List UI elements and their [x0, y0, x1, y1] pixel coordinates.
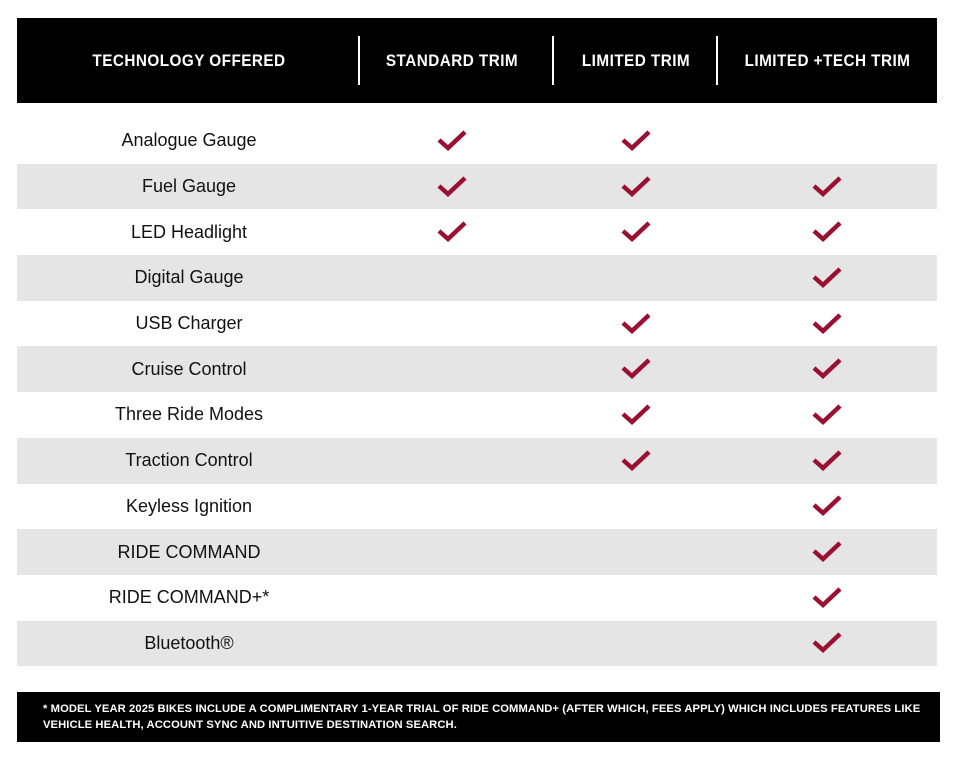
- feature-label: Fuel Gauge: [141, 176, 237, 197]
- checkmark-icon: [621, 312, 651, 334]
- feature-label: RIDE COMMAND: [117, 541, 261, 562]
- feature-table: Analogue Gauge Fuel Gauge LED Headlight Dig…: [17, 118, 937, 667]
- feature-label: Traction Control: [125, 450, 253, 471]
- feature-label: USB Charger: [135, 313, 243, 334]
- table-row: Cruise Control: [17, 346, 937, 393]
- table-row: USB Charger: [17, 301, 937, 347]
- feature-label: Digital Gauge: [134, 267, 244, 288]
- table-row: Analogue Gauge: [17, 118, 937, 164]
- divider: [358, 36, 360, 85]
- header-technology: TECHNOLOGY OFFERED: [92, 50, 286, 70]
- checkmark-icon: [812, 221, 842, 243]
- feature-label: LED Headlight: [130, 221, 248, 242]
- table-row: Three Ride Modes: [17, 392, 937, 438]
- header-limited: LIMITED TRIM: [581, 50, 691, 70]
- feature-label: Analogue Gauge: [121, 130, 257, 151]
- checkmark-icon: [621, 358, 651, 380]
- table-row: RIDE COMMAND: [17, 529, 937, 575]
- footnote: * MODEL YEAR 2025 BIKES INCLUDE A COMPLI…: [17, 692, 940, 742]
- checkmark-icon: [812, 358, 842, 380]
- checkmark-icon: [437, 221, 467, 243]
- feature-label: RIDE COMMAND+*: [108, 587, 270, 608]
- table-row: Keyless Ignition: [17, 484, 937, 530]
- checkmark-icon: [812, 312, 842, 334]
- checkmark-icon: [812, 587, 842, 608]
- checkmark-icon: [812, 495, 842, 517]
- feature-label: Bluetooth®: [144, 632, 234, 653]
- checkmark-icon: [812, 541, 842, 563]
- table-row: Traction Control: [17, 437, 937, 484]
- checkmark-icon: [621, 130, 651, 151]
- checkmark-icon: [437, 130, 467, 151]
- divider: [716, 36, 718, 85]
- feature-label: Three Ride Modes: [114, 404, 264, 425]
- table-header: TECHNOLOGY OFFERED STANDARD TRIM LIMITED…: [17, 18, 937, 103]
- checkmark-icon: [812, 267, 842, 288]
- header-standard: STANDARD TRIM: [385, 50, 519, 70]
- checkmark-icon: [621, 450, 651, 471]
- feature-label: Keyless Ignition: [125, 495, 253, 516]
- table-row: LED Headlight: [17, 209, 937, 255]
- checkmark-icon: [621, 221, 651, 243]
- table-row: Fuel Gauge: [17, 163, 937, 210]
- checkmark-icon: [621, 175, 651, 197]
- table-row: Bluetooth®: [17, 620, 937, 667]
- checkmark-icon: [621, 404, 651, 426]
- divider: [552, 36, 554, 85]
- feature-label: Cruise Control: [131, 358, 247, 379]
- checkmark-icon: [812, 175, 842, 197]
- table-row: Digital Gauge: [17, 255, 937, 301]
- checkmark-icon: [812, 450, 842, 471]
- table-row: RIDE COMMAND+*: [17, 575, 937, 621]
- checkmark-icon: [437, 175, 467, 197]
- checkmark-icon: [812, 404, 842, 426]
- checkmark-icon: [812, 632, 842, 654]
- header-limited-tech: LIMITED +TECH TRIM: [744, 50, 911, 70]
